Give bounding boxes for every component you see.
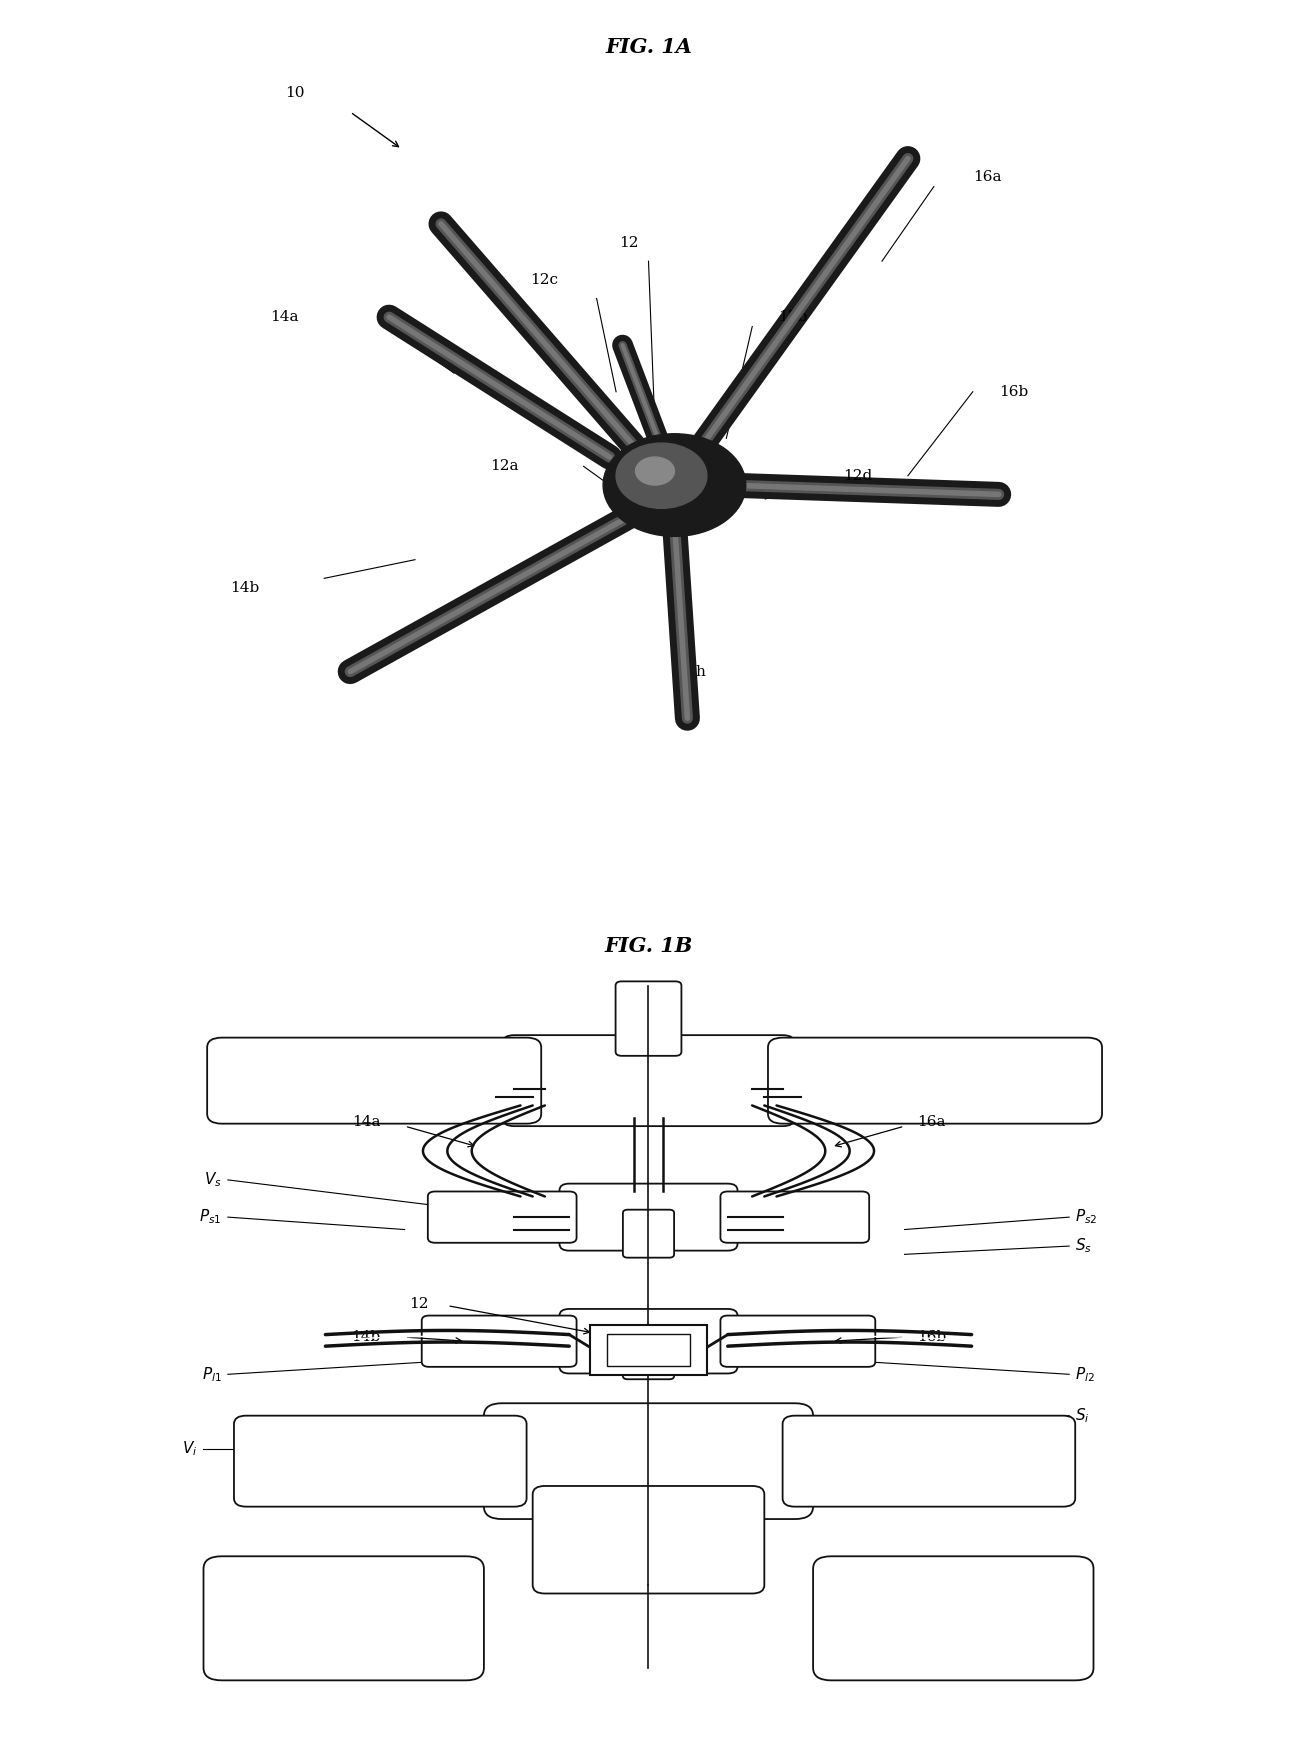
Text: $S_s$: $S_s$ bbox=[1075, 1237, 1092, 1255]
Text: $P_{l2}$: $P_{l2}$ bbox=[1075, 1366, 1095, 1383]
Text: 14b: 14b bbox=[351, 1331, 380, 1345]
FancyBboxPatch shape bbox=[502, 1035, 795, 1126]
Circle shape bbox=[636, 458, 674, 486]
FancyBboxPatch shape bbox=[422, 1315, 577, 1368]
FancyBboxPatch shape bbox=[782, 1415, 1075, 1507]
Text: $V_i$: $V_i$ bbox=[182, 1440, 197, 1457]
Text: h: h bbox=[695, 665, 706, 679]
Text: $P_{l1}$: $P_{l1}$ bbox=[202, 1366, 222, 1383]
FancyBboxPatch shape bbox=[720, 1192, 869, 1243]
Circle shape bbox=[616, 444, 707, 509]
Text: 16b: 16b bbox=[917, 1331, 946, 1345]
Text: 16a: 16a bbox=[917, 1116, 946, 1128]
Text: 10: 10 bbox=[285, 86, 305, 100]
FancyBboxPatch shape bbox=[208, 1038, 541, 1123]
FancyBboxPatch shape bbox=[484, 1403, 813, 1519]
Text: 14b: 14b bbox=[230, 581, 259, 595]
FancyBboxPatch shape bbox=[204, 1556, 484, 1681]
Text: 14a: 14a bbox=[270, 310, 298, 324]
Text: $P_{s1}$: $P_{s1}$ bbox=[200, 1207, 222, 1227]
Text: 12d: 12d bbox=[843, 468, 873, 482]
Text: 12a: 12a bbox=[490, 459, 519, 473]
FancyBboxPatch shape bbox=[533, 1485, 764, 1593]
FancyBboxPatch shape bbox=[428, 1192, 577, 1243]
FancyBboxPatch shape bbox=[616, 982, 681, 1056]
FancyBboxPatch shape bbox=[607, 1334, 690, 1366]
Text: 12b: 12b bbox=[778, 310, 808, 324]
Text: $P_{s2}$: $P_{s2}$ bbox=[1075, 1207, 1097, 1227]
Text: 12c: 12c bbox=[529, 273, 558, 287]
Text: 12: 12 bbox=[619, 236, 639, 250]
FancyBboxPatch shape bbox=[559, 1184, 738, 1251]
Text: 14a: 14a bbox=[351, 1116, 380, 1128]
Text: 12: 12 bbox=[410, 1297, 429, 1311]
Text: 16b: 16b bbox=[999, 385, 1029, 400]
FancyBboxPatch shape bbox=[623, 1332, 674, 1380]
Text: $S_i$: $S_i$ bbox=[1075, 1406, 1089, 1426]
FancyBboxPatch shape bbox=[720, 1315, 875, 1368]
FancyBboxPatch shape bbox=[623, 1209, 674, 1258]
FancyBboxPatch shape bbox=[813, 1556, 1093, 1681]
FancyBboxPatch shape bbox=[559, 1309, 738, 1373]
Text: $V_s$: $V_s$ bbox=[204, 1170, 222, 1190]
Text: FIG. 1A: FIG. 1A bbox=[604, 37, 693, 58]
FancyBboxPatch shape bbox=[590, 1325, 707, 1375]
FancyBboxPatch shape bbox=[233, 1415, 527, 1507]
Circle shape bbox=[603, 433, 746, 537]
Text: 16a: 16a bbox=[973, 171, 1001, 185]
FancyBboxPatch shape bbox=[768, 1038, 1102, 1123]
Text: FIG. 1B: FIG. 1B bbox=[604, 936, 693, 956]
